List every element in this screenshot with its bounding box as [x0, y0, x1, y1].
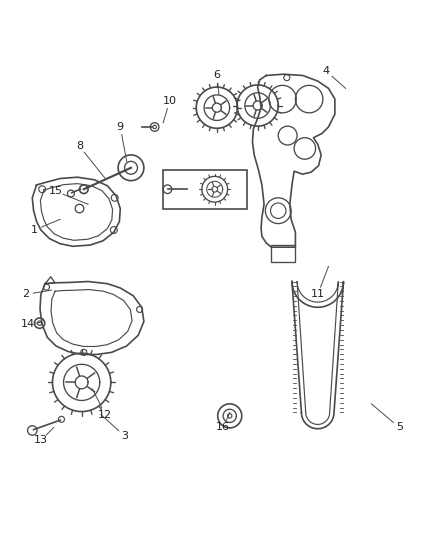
Text: 8: 8 — [76, 141, 83, 151]
Text: 12: 12 — [98, 409, 112, 419]
Bar — [272, 245, 295, 262]
Text: 3: 3 — [121, 431, 128, 441]
Text: 4: 4 — [323, 66, 330, 76]
Text: 9: 9 — [117, 122, 124, 132]
Text: 1: 1 — [31, 225, 38, 235]
Text: 6: 6 — [213, 70, 220, 80]
Text: 13: 13 — [34, 435, 48, 446]
Text: 14: 14 — [21, 319, 35, 329]
Text: 16: 16 — [216, 423, 230, 432]
Bar — [163, 170, 247, 208]
Text: 2: 2 — [22, 289, 29, 300]
Text: 10: 10 — [162, 96, 177, 106]
Text: 15: 15 — [49, 187, 63, 196]
Text: 11: 11 — [311, 289, 325, 300]
Text: 5: 5 — [396, 423, 403, 432]
